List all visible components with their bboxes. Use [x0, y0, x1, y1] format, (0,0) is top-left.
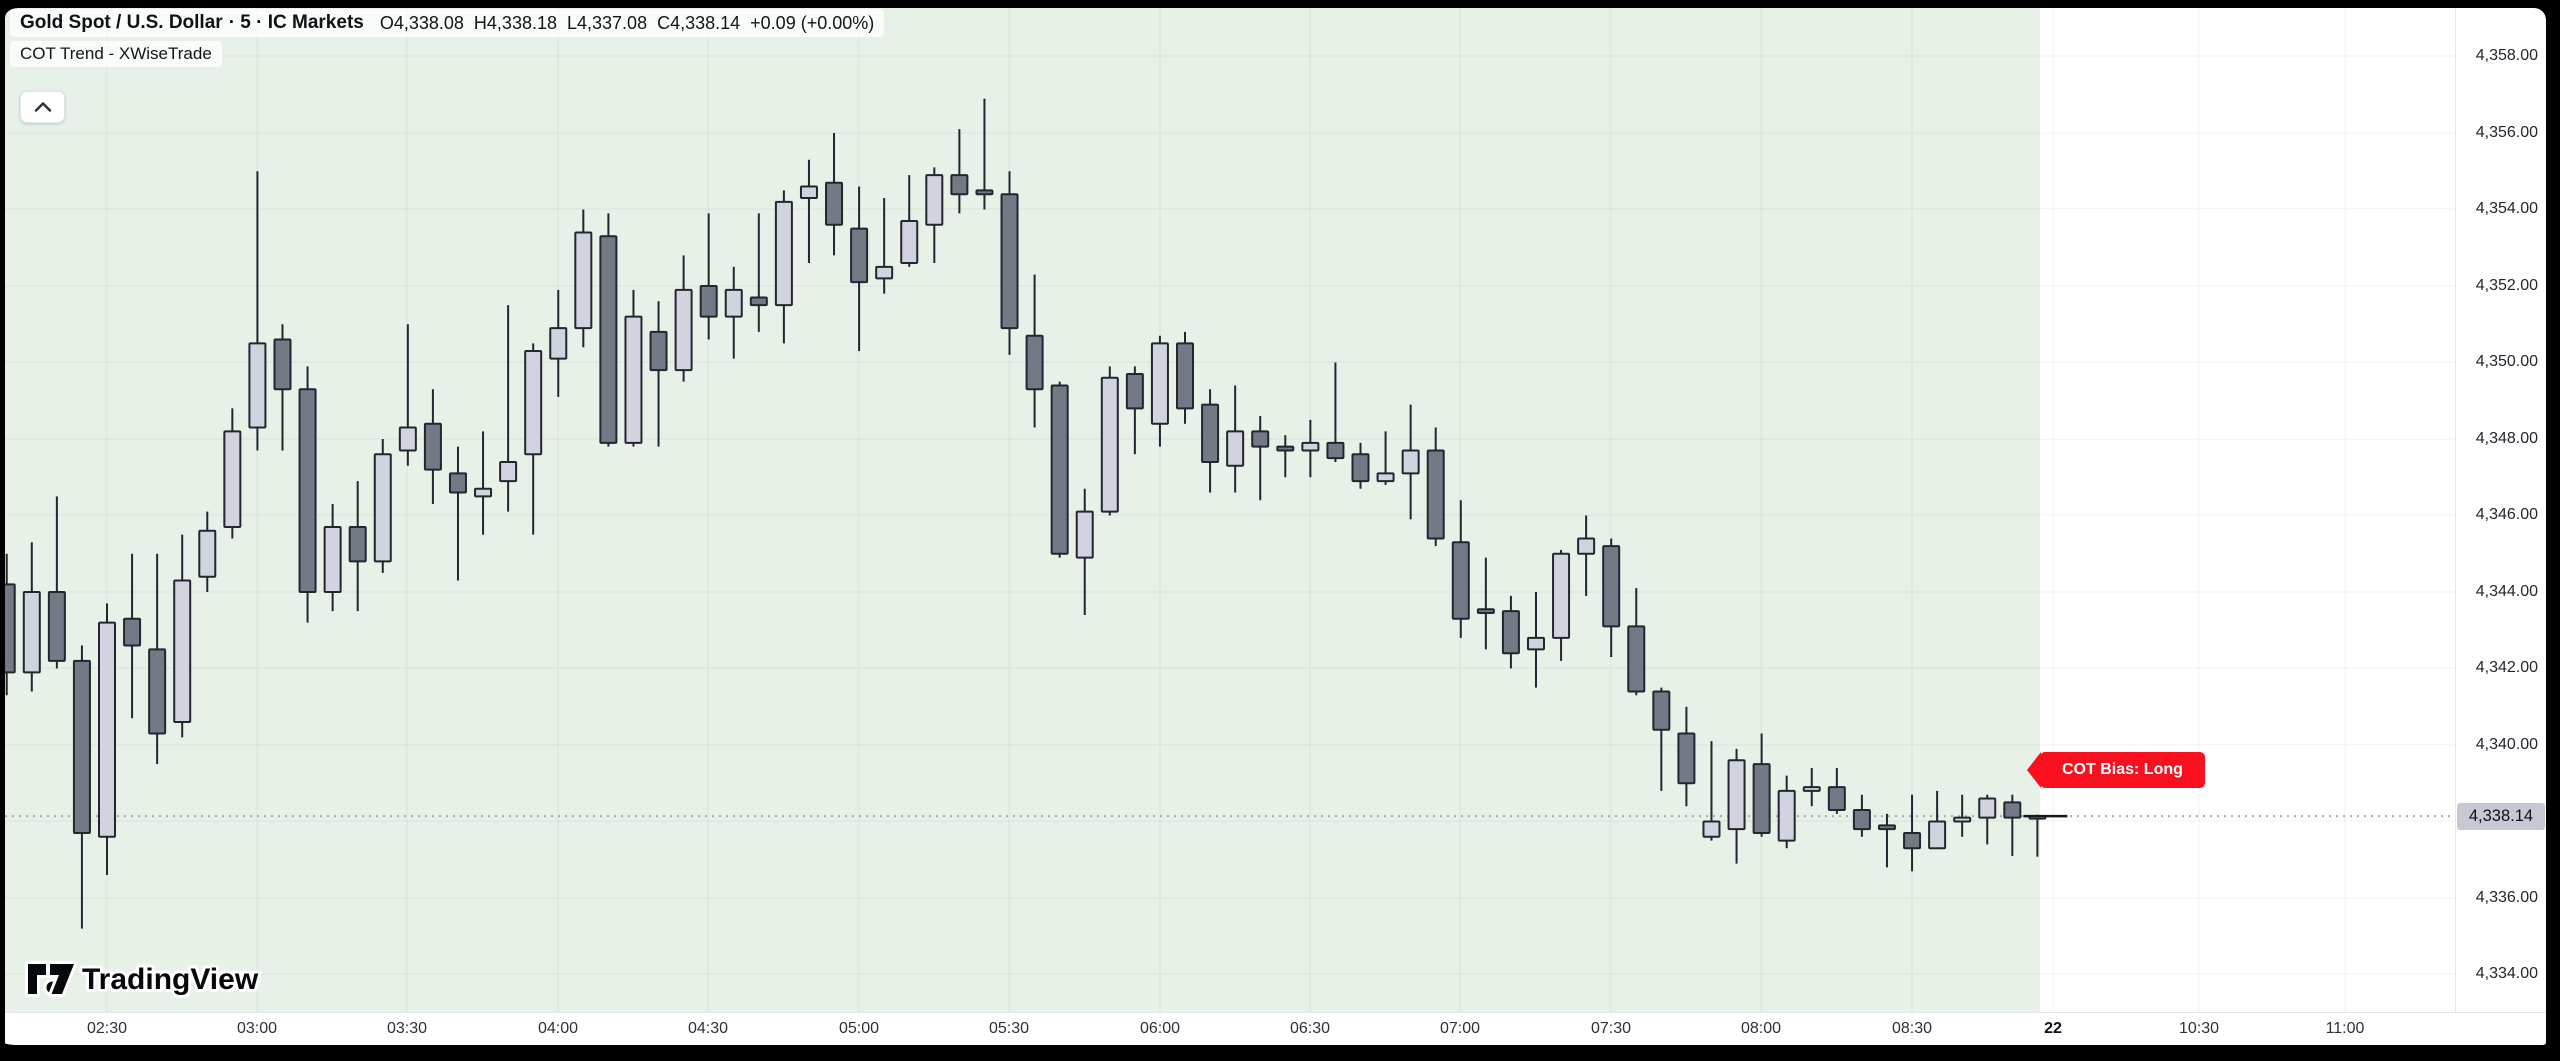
session-highlight-background — [5, 8, 2040, 1012]
time-tick-label: 05:00 — [838, 1020, 880, 1037]
price-tick-label: 4,346.00 — [2475, 506, 2538, 523]
symbol-title: Gold Spot / U.S. Dollar — [20, 12, 223, 33]
price-tick-label: 4,350.00 — [2475, 353, 2538, 370]
chevron-up-icon — [34, 102, 51, 112]
price-axis-divider — [2455, 8, 2456, 1045]
time-tick-label: 10:30 — [2178, 1020, 2220, 1037]
price-tick-label: 4,348.00 — [2475, 430, 2538, 447]
price-tick-label: 4,344.00 — [2475, 583, 2538, 600]
symbol-ohlc-row[interactable]: Gold Spot / U.S. Dollar · 5 · IC Markets… — [10, 9, 885, 37]
ohlc-close: C4,338.14 — [657, 12, 741, 33]
collapse-legend-button[interactable] — [20, 91, 65, 123]
cot-bias-text: COT Bias: Long — [2062, 761, 2183, 778]
chart-legend: Gold Spot / U.S. Dollar · 5 · IC Markets… — [10, 9, 885, 70]
time-tick-label: 22 — [2044, 1020, 2062, 1037]
price-tick-label: 4,352.00 — [2475, 277, 2538, 294]
price-tick-label: 4,358.00 — [2475, 47, 2538, 64]
tradingview-logo[interactable]: TradingView — [24, 956, 354, 1002]
interval-exchange: · 5 · IC Markets — [228, 12, 364, 33]
time-tick-label: 07:00 — [1439, 1020, 1481, 1037]
time-tick-label: 03:30 — [386, 1020, 428, 1037]
time-tick-label: 11:00 — [2325, 1020, 2365, 1037]
time-axis-divider — [5, 1012, 2546, 1013]
price-tick-label: 4,354.00 — [2475, 200, 2538, 217]
ohlc-change: +0.09 (+0.00%) — [750, 12, 875, 33]
price-axis[interactable]: 4,358.00 4,356.00 4,354.00 4,352.00 4,350.00… — [2456, 8, 2546, 1012]
time-tick-label: 06:30 — [1289, 1020, 1331, 1037]
time-tick-label: 02:30 — [86, 1020, 128, 1037]
cot-bias-badge: COT Bias: Long — [2027, 752, 2205, 788]
time-tick-label: 03:00 — [236, 1020, 278, 1037]
ohlc-open: O4,338.08 — [379, 12, 464, 33]
price-tick-label: 4,340.00 — [2475, 736, 2538, 753]
indicator-label[interactable]: COT Trend - XWiseTrade — [10, 41, 222, 67]
price-tick-label: 4,342.00 — [2475, 659, 2538, 676]
time-tick-label: 04:00 — [537, 1020, 579, 1037]
time-tick-label: 06:00 — [1139, 1020, 1181, 1037]
time-tick-label: 08:00 — [1740, 1020, 1782, 1037]
tradingview-logo-text: TradingView — [82, 963, 259, 996]
ohlc-low: L4,337.08 — [567, 12, 648, 33]
time-axis[interactable]: 02:30 03:00 03:30 04:00 04:30 05:00 05:30 06:00… — [5, 1013, 2546, 1045]
price-tick-label: 4,334.00 — [2475, 965, 2538, 982]
price-tick-label: 4,336.00 — [2475, 889, 2538, 906]
time-tick-label: 05:30 — [988, 1020, 1030, 1037]
last-price-axis-label: 4,338.14 — [2457, 803, 2545, 830]
time-tick-label: 07:30 — [1590, 1020, 1632, 1037]
tradingview-logo-icon: TradingView — [25, 960, 262, 999]
ohlc-high: H4,338.18 — [473, 12, 557, 33]
badge-arrow-icon — [2027, 752, 2041, 788]
time-tick-label: 08:30 — [1891, 1020, 1933, 1037]
time-tick-label: 04:30 — [687, 1020, 729, 1037]
price-tick-label: 4,356.00 — [2475, 124, 2538, 141]
